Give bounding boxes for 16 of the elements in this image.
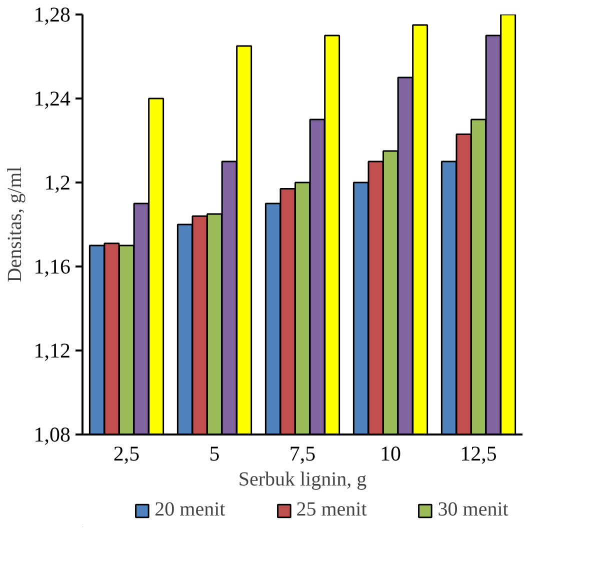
x-axis-title: Serbuk lignin, g bbox=[238, 468, 367, 490]
y-tick-label: 1,12 bbox=[34, 338, 70, 362]
y-tick-label: 1,08 bbox=[34, 422, 70, 446]
y-tick-label: 1,24 bbox=[34, 86, 71, 110]
legend-label: 20 menit bbox=[154, 498, 226, 522]
legend-label: 25 menit bbox=[296, 498, 367, 522]
y-tick-label: 1,16 bbox=[34, 254, 70, 278]
x-tick-label: 12,5 bbox=[460, 442, 497, 466]
y-axis-title: Densitas, g/ml bbox=[4, 166, 26, 282]
y-tick-label: 1,2 bbox=[44, 170, 70, 194]
legend-label: 30 menit bbox=[438, 498, 508, 522]
x-tick-label: 5 bbox=[209, 442, 220, 466]
y-tick-label: 1,28 bbox=[34, 2, 70, 26]
x-tick-label: 10 bbox=[380, 442, 401, 466]
x-tick-label: 2,5 bbox=[113, 442, 140, 466]
x-tick-label: 7,5 bbox=[289, 442, 316, 466]
